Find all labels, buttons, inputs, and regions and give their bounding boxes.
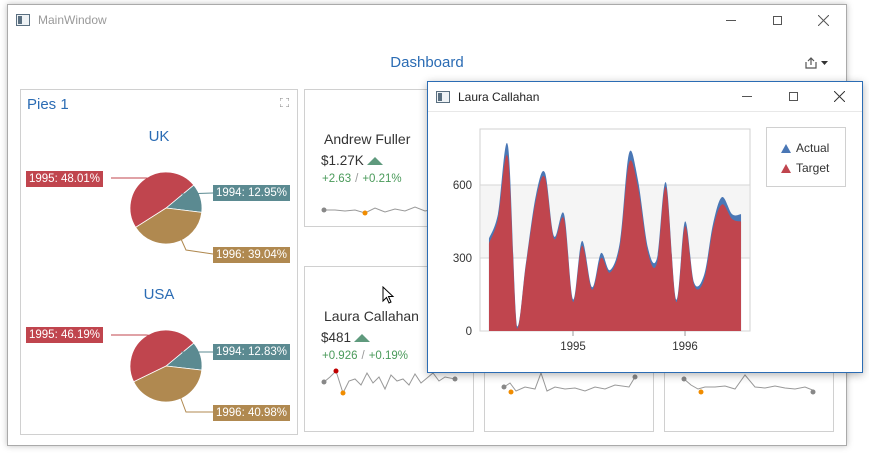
minimize-icon (742, 96, 752, 97)
pie-title-usa: USA (143, 286, 175, 303)
sparkline-start-point (321, 207, 327, 213)
legend-label-actual: Actual (796, 141, 830, 155)
legend-marker-target (781, 163, 791, 173)
delta-separator: / (355, 173, 359, 185)
card-value: $481 (321, 330, 371, 345)
legend-label-target: Target (796, 161, 830, 175)
card-delta: +2.63/+0.21% (322, 173, 402, 185)
grid-band (481, 184, 749, 258)
export-icon (805, 57, 817, 69)
sparkline-high-point (333, 368, 339, 374)
trend-up-icon (366, 156, 383, 165)
maximize-icon (788, 92, 798, 101)
sparkline-low-point (698, 389, 704, 395)
pie-label-usa-1994: 1994: 12.83% (213, 344, 290, 360)
minimize-button[interactable] (708, 5, 754, 35)
close-button[interactable] (800, 5, 846, 35)
sparkline-low-point (362, 210, 368, 216)
mouse-cursor-icon (382, 286, 395, 304)
pies-panel: Pies 1 UK USA 1995: 48.01% 1994: 12.95% … (20, 89, 298, 435)
sparkline-end-point (452, 376, 458, 382)
export-button[interactable] (805, 55, 833, 71)
sparkline-start-point (501, 384, 507, 390)
window-title: MainWindow (38, 13, 107, 27)
card-value-text: $1.27K (321, 153, 364, 168)
maximize-icon (772, 15, 782, 25)
delta-separator: / (361, 350, 365, 362)
pie-slice-usa-2[interactable] (129, 329, 195, 383)
pie-label-uk-1994: 1994: 12.95% (213, 185, 290, 201)
y-tick-label: 0 (466, 326, 472, 338)
x-tick-label: 1995 (560, 341, 586, 353)
pie-slice-uk-2[interactable] (129, 171, 195, 228)
sparkline-low-point (508, 389, 514, 395)
y-tick-label: 600 (453, 180, 472, 192)
sparkline (321, 368, 458, 396)
close-icon (817, 14, 829, 26)
popup-title: Laura Callahan (458, 89, 540, 104)
popup-titlebar[interactable]: Laura Callahan (428, 82, 862, 111)
detail-popup-window: Laura Callahan 0 300 600 1995 1996 Actual Ta… (427, 81, 863, 373)
close-icon (833, 91, 845, 102)
pies-chart (111, 171, 214, 413)
dashboard-title: Dashboard (390, 54, 464, 71)
sparkline (501, 371, 638, 395)
pie-leader-line (111, 334, 157, 337)
delta-absolute: +2.63 (322, 173, 352, 185)
chevron-down-icon (821, 60, 828, 65)
area-series-target[interactable] (488, 154, 742, 331)
sparkline-end-point (810, 389, 816, 395)
main-titlebar[interactable]: MainWindow (8, 5, 846, 35)
card-value: $1.27K (321, 153, 383, 168)
legend-item-target: Target (781, 161, 829, 175)
card-name: Laura Callahan (324, 308, 419, 324)
pie-label-usa-1995: 1995: 46.19% (26, 327, 103, 343)
pie-label-uk-1995: 1995: 48.01% (26, 171, 103, 187)
pie-title-uk: UK (148, 128, 170, 145)
legend-marker-actual (781, 143, 791, 153)
card-name: Andrew Fuller (324, 131, 411, 147)
card-value-text: $481 (321, 330, 352, 345)
pie-leader-line (180, 192, 214, 195)
x-tick-label: 1996 (672, 341, 698, 353)
trend-up-icon (354, 333, 371, 342)
popup-close-button[interactable] (816, 82, 862, 111)
chart-legend: Actual Target (766, 127, 846, 187)
card-delta: +0.926/+0.19% (322, 350, 408, 362)
popup-minimize-button[interactable] (724, 82, 770, 111)
pies-title: Pies 1 (27, 96, 69, 113)
minimize-icon (726, 19, 736, 21)
sparkline-low-point (340, 390, 346, 396)
popup-maximize-button[interactable] (770, 82, 816, 111)
window-icon (16, 14, 30, 26)
pie-slice-usa-1[interactable] (133, 365, 203, 403)
area-chart: 0 300 600 1995 1996 (453, 128, 751, 353)
delta-absolute: +0.926 (322, 350, 358, 362)
window-icon (436, 90, 450, 103)
sparkline (681, 374, 816, 395)
delta-percent: +0.19% (368, 350, 409, 362)
maximize-button[interactable] (754, 5, 800, 35)
sparkline-end-point (632, 374, 638, 380)
pie-label-uk-1996: 1996: 39.04% (213, 247, 290, 263)
legend-item-actual: Actual (781, 141, 829, 155)
y-tick-label: 300 (453, 253, 472, 265)
pie-leader-line (111, 177, 157, 180)
sparkline-start-point (681, 376, 687, 382)
delta-percent: +0.21% (362, 173, 402, 185)
pie-leader-line (176, 229, 214, 255)
pie-label-usa-1996: 1996: 40.98% (213, 405, 290, 421)
sparkline-start-point (321, 379, 327, 385)
pie-leader-line (176, 387, 213, 413)
